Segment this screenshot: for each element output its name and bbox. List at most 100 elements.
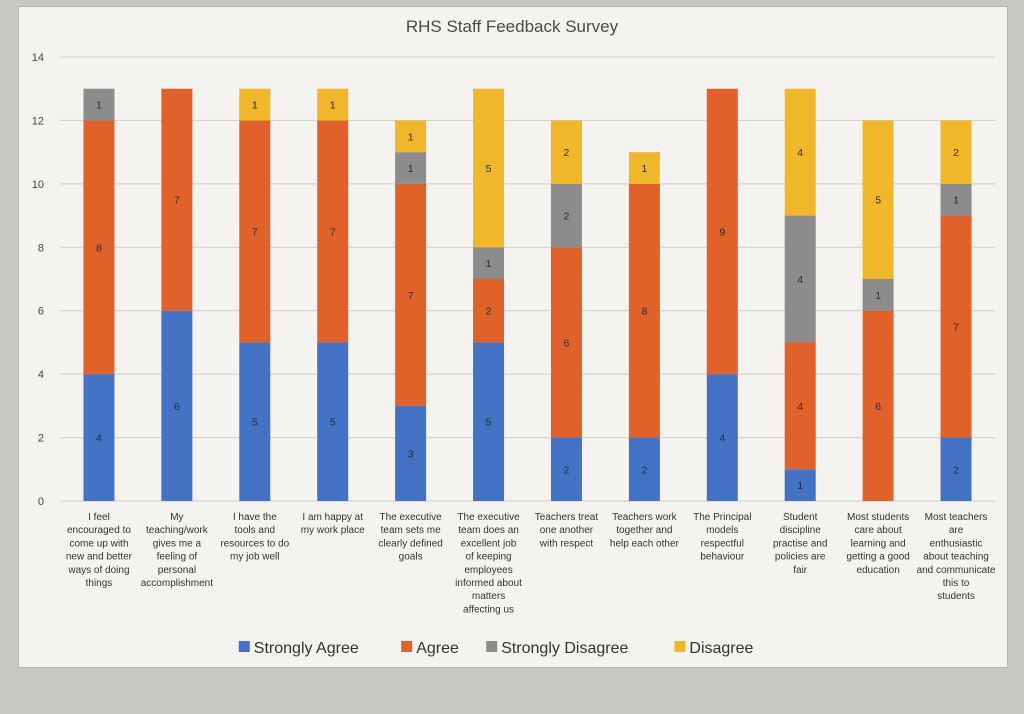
data-label: 1	[953, 195, 959, 207]
bar-segment	[395, 183, 427, 406]
chart-title: RHS Staff Feedback Survey	[406, 17, 619, 36]
data-label: 4	[719, 433, 725, 445]
data-label: 4	[797, 401, 803, 413]
data-label: 1	[252, 100, 258, 112]
bar-segment	[239, 88, 271, 121]
y-tick-label: 2	[38, 433, 44, 445]
y-tick-label: 0	[38, 496, 44, 508]
data-label: 7	[408, 290, 414, 302]
data-label: 2	[641, 464, 647, 476]
data-label: 6	[875, 401, 881, 413]
bar-segment	[784, 88, 816, 216]
bar-segment	[317, 342, 349, 501]
data-label: 1	[330, 100, 336, 112]
bar-segment	[239, 342, 271, 501]
bar-segment	[862, 120, 894, 279]
data-label: 6	[174, 401, 180, 413]
y-tick-label: 8	[38, 242, 44, 254]
bar-segment	[395, 405, 427, 501]
data-label: 9	[719, 226, 725, 238]
data-label: 1	[408, 131, 414, 143]
bar-segment	[161, 88, 193, 311]
y-axis-ticks: 0 2 4 6 8 10 12 14	[32, 52, 44, 508]
bar-segment	[784, 342, 816, 470]
y-tick-label: 6	[38, 306, 44, 318]
data-label: 2	[564, 147, 570, 159]
y-tick-label: 12	[32, 115, 44, 127]
category-label: My teaching/work gives me a feeling of perso…	[141, 512, 213, 589]
legend-label: Strongly Agree	[254, 640, 359, 657]
data-label: 8	[96, 242, 102, 254]
category-label: Most teachers are enthusiastic about teachi…	[917, 512, 996, 602]
bar-segment	[628, 152, 660, 184]
data-label: 1	[797, 480, 803, 492]
bar-segment	[395, 152, 427, 184]
bar-segment	[550, 247, 582, 438]
data-label: 1	[641, 163, 647, 175]
data-label: 4	[96, 433, 102, 445]
category-label: I have the tools and resources to do my job…	[220, 512, 289, 563]
data-label: 7	[174, 195, 180, 207]
bar-segment	[473, 342, 505, 501]
bar-segment	[473, 279, 505, 343]
category-label: I feel encouraged to come up with new and b…	[66, 512, 133, 589]
bar-segment	[83, 88, 115, 121]
data-label: 4	[797, 147, 803, 159]
data-label: 1	[96, 100, 102, 112]
bar-segment	[628, 437, 660, 501]
bar-segment	[550, 120, 582, 184]
data-label: 2	[486, 306, 492, 318]
data-label: 2	[564, 464, 570, 476]
category-label: Teachers work together and help each other	[610, 512, 680, 549]
bar-segment	[940, 437, 972, 501]
bar-segment	[706, 88, 738, 375]
legend-swatch	[238, 641, 250, 652]
category-label: I am happy at my work place	[301, 512, 365, 536]
data-label: 7	[330, 226, 336, 238]
bar-segment	[784, 215, 816, 343]
bar-segment	[862, 310, 894, 501]
y-tick-label: 10	[32, 179, 44, 191]
category-labels: I feel encouraged to come up with new and b…	[66, 512, 996, 615]
category-label: The Principal models respectful behaviour	[693, 512, 751, 563]
legend-label: Disagree	[689, 640, 753, 657]
legend-swatch	[674, 641, 686, 652]
bar-segment	[940, 183, 972, 216]
data-label: 3	[408, 448, 414, 460]
data-label: 1	[875, 290, 881, 302]
data-label: 5	[330, 417, 336, 429]
bar-segment	[83, 120, 115, 375]
legend-label: Strongly Disagree	[501, 640, 628, 657]
legend: Strongly Agree Agree Strongly Disagree Disa…	[238, 640, 754, 657]
category-label: Student discipline practise and policies ar…	[773, 512, 827, 576]
bar-segment	[317, 88, 349, 121]
gridlines	[60, 56, 995, 502]
data-label: 1	[486, 258, 492, 270]
category-label: Teachers treat one another with respect	[535, 512, 599, 549]
bar-segment	[784, 469, 816, 501]
data-label: 7	[252, 226, 258, 238]
data-label: 2	[953, 147, 959, 159]
bar-segment	[706, 374, 738, 501]
data-label: 8	[641, 306, 647, 318]
bar-segment	[473, 247, 505, 279]
bar-segment	[83, 374, 115, 501]
data-label: 1	[408, 163, 414, 175]
data-label: 5	[252, 417, 258, 429]
bar-segment	[239, 120, 271, 343]
bar-segment	[550, 437, 582, 501]
legend-swatch	[486, 641, 498, 652]
category-label: Most students care about learning and getti…	[846, 512, 909, 576]
legend-label: Agree	[416, 640, 459, 657]
data-label: 5	[486, 417, 492, 429]
legend-swatch	[401, 641, 413, 652]
y-tick-label: 14	[32, 52, 44, 64]
bar-segment	[628, 183, 660, 438]
data-label: 5	[875, 195, 881, 207]
bar-segment	[395, 120, 427, 153]
bar-segment	[473, 88, 505, 248]
bar-segment	[550, 183, 582, 248]
data-label: 7	[953, 322, 959, 334]
